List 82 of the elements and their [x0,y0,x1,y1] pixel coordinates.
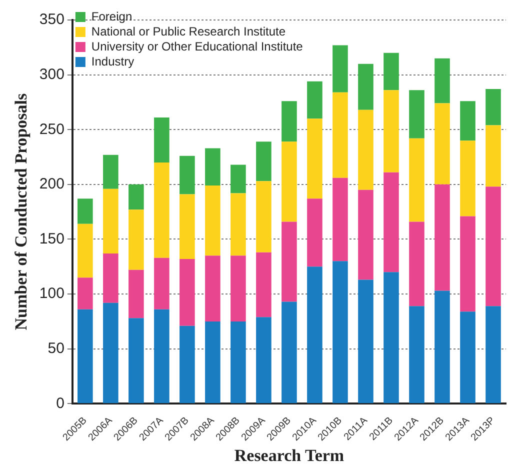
bar [282,101,297,142]
bar [256,181,272,252]
bar [205,256,220,322]
y-tick-label: 150 [39,230,64,248]
bar [230,164,246,194]
bar [282,142,297,222]
bar [154,118,170,163]
bar [103,253,118,303]
y-tick-label: 300 [39,66,64,83]
bar [409,222,424,306]
bar [180,194,195,259]
bar [434,58,450,104]
x-axis-title: Research Term [234,446,344,466]
bar [78,198,93,224]
bar [154,162,170,258]
bar [205,321,220,404]
bar [256,142,272,182]
y-tick-label: 200 [39,176,64,193]
bar [358,280,374,404]
bar [282,222,297,302]
y-tick-label: 100 [39,285,64,302]
bar [332,178,348,262]
bar [230,193,246,256]
y-tick-label: 250 [39,120,64,138]
y-axis-title: Number of Conducted Proposals [12,92,31,330]
bar [486,306,501,404]
bar [434,184,450,291]
bar [358,64,374,110]
bar [230,321,246,404]
bar [282,302,297,404]
bar [486,186,501,306]
bar [128,210,144,270]
bar [409,90,424,138]
y-tick-label: 350 [39,11,64,28]
bar [256,317,272,404]
bar [358,110,374,190]
bar [128,184,144,210]
bar [460,101,476,141]
bar [230,256,246,322]
bar [103,154,118,189]
bar [154,258,170,310]
y-tick-label: 0 [56,394,64,412]
bar [384,272,399,404]
bar [384,90,399,172]
bar [307,81,322,119]
bar [307,266,322,404]
bar [154,309,170,404]
bar [384,52,399,90]
bar [103,188,118,254]
legend-label: Foreign [91,9,132,24]
bar [128,318,144,404]
bar [486,89,501,126]
bar [78,309,93,404]
legend-label: University or Other Educational Institute [91,39,304,54]
bar [409,306,424,404]
bar [409,138,424,222]
bar [460,216,476,312]
bar [307,118,322,199]
bar [332,261,348,404]
bar [460,140,476,216]
bar [180,156,195,194]
bar [256,252,272,318]
bar [434,290,450,404]
bar [205,186,220,256]
bar [180,258,195,326]
bar [78,224,93,278]
bar [486,125,501,187]
legend-label: National or Public Research Institute [91,24,286,38]
bar [384,172,399,272]
bar [434,103,450,184]
bar [332,92,348,178]
bar [103,302,118,404]
bar [128,270,144,318]
bar [205,148,220,186]
bar [460,312,476,404]
bar [180,326,195,404]
bar [78,278,93,310]
y-tick-label: 50 [48,340,64,357]
bar [358,190,374,280]
legend-label: Industry [91,54,134,68]
bar [332,45,348,92]
bar [307,198,322,267]
